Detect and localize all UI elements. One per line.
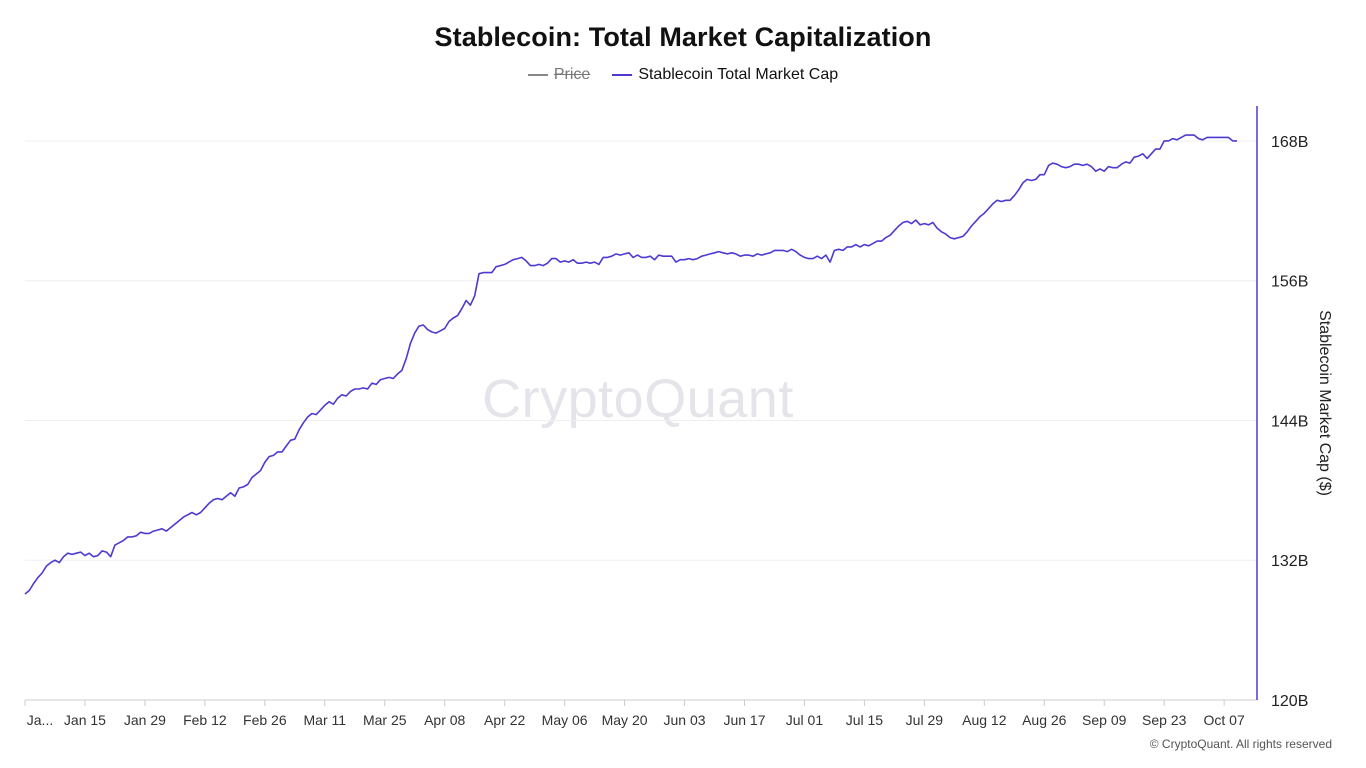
grid-lines [25, 140, 1257, 701]
legend-label-stablecoin-market-cap: Stablecoin Total Market Cap [638, 66, 839, 83]
x-tick-label: Apr 08 [424, 712, 465, 728]
copyright-text: © CryptoQuant. All rights reserved [1149, 737, 1332, 751]
x-tick-label: Jan 15 [64, 712, 106, 728]
x-tick-label: Mar 25 [363, 712, 407, 728]
y-tick-label: 156B [1271, 274, 1308, 291]
x-tick-label: May 06 [542, 712, 588, 728]
x-tick-label: Mar 11 [304, 712, 347, 728]
x-tick-label: Feb 12 [183, 712, 227, 728]
legend-swatch-price [527, 74, 548, 76]
x-tick-label: Jul 29 [906, 712, 944, 728]
x-tick-label: Ja... [27, 712, 53, 728]
x-tick-label: Sep 09 [1082, 712, 1127, 728]
legend-label-price: Price [553, 66, 591, 83]
x-tick-label: Sep 23 [1142, 712, 1187, 728]
chart-legend: Price Stablecoin Total Market Cap [0, 66, 1366, 84]
y-axis-label: Stablecoin Market Cap ($) [1316, 310, 1333, 496]
legend-item-stablecoin-market-cap[interactable]: Stablecoin Total Market Cap [612, 66, 838, 84]
x-tick-label: Jun 17 [723, 712, 765, 728]
chart-title: Stablecoin: Total Market Capitalization [434, 22, 932, 52]
y-tick-label: 144B [1271, 413, 1308, 430]
x-tick-label: Apr 22 [484, 712, 525, 728]
x-tick-label: Aug 12 [962, 712, 1007, 728]
x-tick-label: Feb 26 [243, 712, 287, 728]
y-tick-label: 168B [1271, 134, 1308, 151]
x-tick-label: Jul 01 [786, 712, 824, 728]
x-tick-label: Aug 26 [1022, 712, 1067, 728]
legend-swatch-stablecoin-market-cap [612, 74, 633, 76]
x-tick-label: Jan 29 [124, 712, 166, 728]
y-tick-label: 132B [1271, 553, 1308, 570]
x-tick-label: Jun 03 [664, 712, 706, 728]
y-tick-label: 120B [1271, 693, 1308, 710]
legend-item-price[interactable]: Price [527, 66, 591, 84]
x-tick-label: May 20 [602, 712, 648, 728]
x-tick-label: Jul 15 [846, 712, 884, 728]
x-axis: Ja... Jan 15 Jan 29 Feb 12 Feb 26 Mar 11 Mar 2… [24, 699, 1257, 728]
series-line-stablecoin-market-cap [24, 134, 1237, 595]
series-layer [24, 134, 1237, 595]
y-axis: 120B 132B 144B 156B 168B [1256, 106, 1308, 710]
x-tick-label: Oct 07 [1204, 712, 1245, 728]
